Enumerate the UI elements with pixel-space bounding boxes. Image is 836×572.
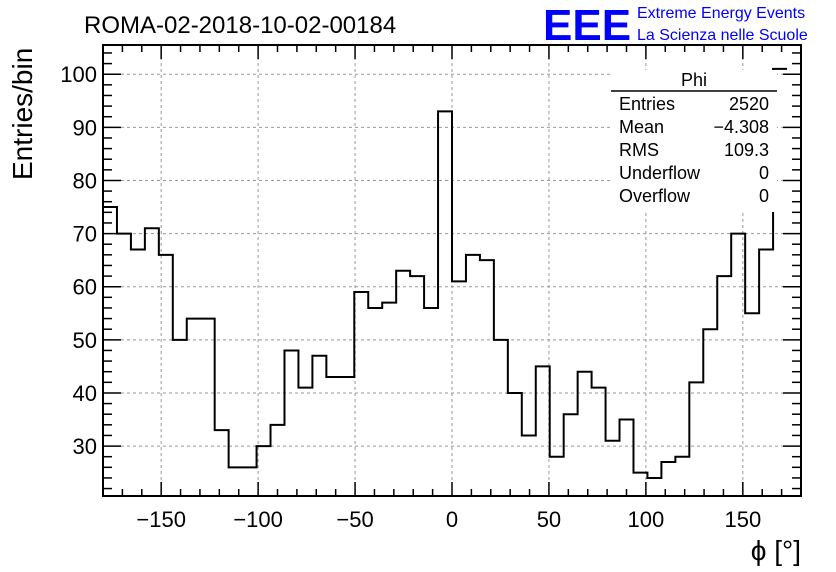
x-axis-title: ϕ [°] — [751, 535, 801, 566]
axis-tick-labels: −150 −100 −50 0 50 100 150 30 40 50 60 70 80 90 100 — [60, 62, 761, 532]
stats-row-value: 0 — [759, 163, 769, 183]
y-tick-label: 100 — [60, 62, 97, 87]
stats-row-value: −4.308 — [713, 117, 769, 137]
stats-box-background — [611, 70, 777, 212]
y-tick-label: 40 — [73, 381, 97, 406]
stats-row-label: Underflow — [619, 163, 701, 183]
y-axis-title: Entries/bin — [7, 48, 38, 180]
x-tick-label: −150 — [136, 507, 186, 532]
stats-box-title: Phi — [681, 70, 707, 90]
stats-row-label: RMS — [619, 140, 659, 160]
y-tick-label: 90 — [73, 115, 97, 140]
x-tick-label: −50 — [336, 507, 373, 532]
stats-row-value: 0 — [759, 186, 769, 206]
eee-logo-line2: La Scienza nelle Scuole — [637, 27, 808, 44]
eee-logo-mark: EEE — [543, 1, 631, 50]
stats-box: Phi Entries 2520 Mean −4.308 RMS 109.3 Underfl… — [611, 70, 777, 212]
x-tick-label: 150 — [724, 507, 761, 532]
x-tick-label: 0 — [446, 507, 458, 532]
y-tick-label: 50 — [73, 328, 97, 353]
y-tick-label: 60 — [73, 275, 97, 300]
x-tick-label: 100 — [628, 507, 665, 532]
axis-ticks — [103, 45, 801, 496]
y-tick-label: 70 — [73, 222, 97, 247]
run-title: ROMA-02-2018-10-02-00184 — [84, 12, 396, 39]
y-tick-label: 80 — [73, 168, 97, 193]
y-tick-label: 30 — [73, 434, 97, 459]
stats-row-label: Mean — [619, 117, 664, 137]
x-tick-label: −100 — [233, 507, 283, 532]
eee-logo-line1: Extreme Energy Events — [637, 5, 805, 22]
stats-row-label: Overflow — [619, 186, 691, 206]
stats-row-value: 109.3 — [724, 140, 769, 160]
stats-row-value: 2520 — [729, 94, 769, 114]
eee-logo: EEE Extreme Energy Events La Scienza nel… — [543, 1, 808, 50]
x-tick-label: 50 — [537, 507, 561, 532]
stats-row-label: Entries — [619, 94, 675, 114]
histogram-line — [103, 67, 788, 479]
